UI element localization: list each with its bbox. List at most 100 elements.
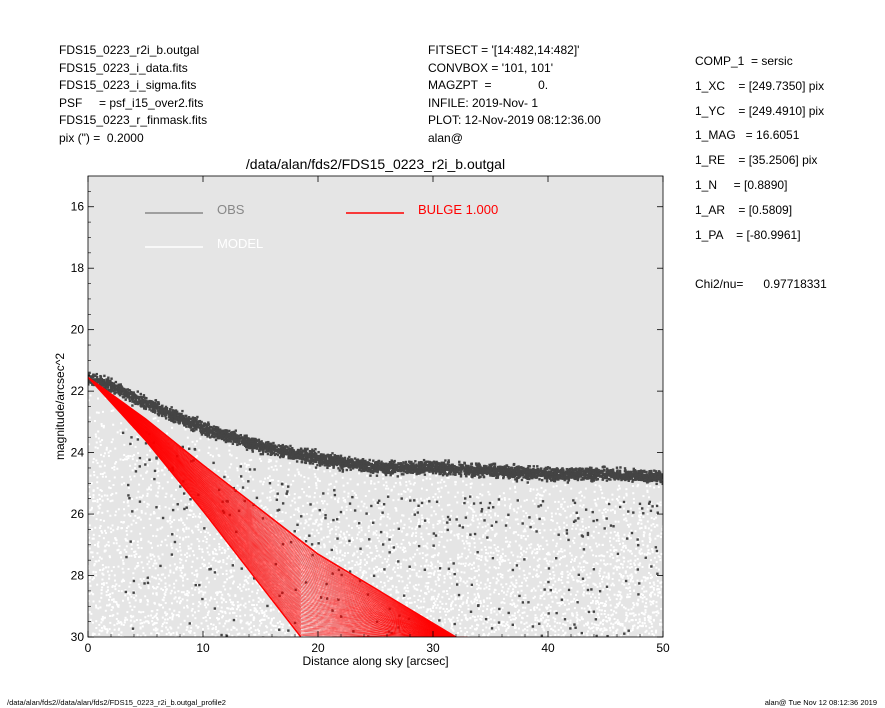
model-point xyxy=(153,562,156,565)
model-point xyxy=(158,485,161,488)
model-point xyxy=(248,595,251,598)
model-point xyxy=(487,635,490,637)
model-point xyxy=(470,482,473,485)
model-point xyxy=(102,410,105,413)
model-point xyxy=(208,446,211,449)
model-point xyxy=(642,543,645,546)
model-point xyxy=(536,552,539,555)
model-point xyxy=(198,601,201,604)
model-point xyxy=(202,616,205,619)
model-point xyxy=(594,484,597,487)
model-point xyxy=(382,639,384,641)
model-point xyxy=(593,490,596,493)
model-point xyxy=(610,609,613,612)
model-point xyxy=(154,627,157,630)
model-point xyxy=(348,594,351,597)
model-point xyxy=(142,460,145,463)
model-point xyxy=(146,494,149,497)
model-point xyxy=(376,641,378,643)
model-point xyxy=(492,624,495,627)
model-point xyxy=(367,556,370,559)
model-point xyxy=(552,539,555,542)
model-point xyxy=(618,644,620,646)
model-point xyxy=(129,464,132,467)
model-point xyxy=(127,513,130,516)
model-point xyxy=(485,626,488,629)
model-point xyxy=(180,566,183,569)
model-point xyxy=(272,479,275,482)
model-point xyxy=(496,558,499,561)
model-point xyxy=(394,548,397,551)
model-point xyxy=(405,559,408,562)
model-point xyxy=(100,489,103,492)
model-point xyxy=(290,589,293,592)
model-point xyxy=(512,588,515,591)
model-point xyxy=(585,561,588,564)
model-point xyxy=(499,558,502,561)
model-point xyxy=(481,615,484,618)
model-point xyxy=(430,565,433,568)
model-point xyxy=(185,556,188,559)
model-point xyxy=(449,572,452,575)
model-point xyxy=(280,623,283,626)
model-point xyxy=(618,593,621,596)
model-point xyxy=(650,502,653,505)
model-point xyxy=(486,597,489,600)
model-point xyxy=(292,643,294,645)
model-point xyxy=(641,565,644,568)
model-point xyxy=(175,567,178,570)
model-point xyxy=(526,535,529,538)
model-point xyxy=(250,631,253,634)
model-point xyxy=(422,606,425,609)
model-point xyxy=(222,598,225,601)
model-point xyxy=(320,528,323,531)
model-point xyxy=(100,495,103,498)
model-point xyxy=(163,621,166,624)
model-point xyxy=(558,640,560,642)
model-point xyxy=(461,491,464,494)
model-point xyxy=(573,607,576,610)
model-point xyxy=(233,638,235,640)
model-point xyxy=(455,644,457,646)
model-point xyxy=(153,602,156,605)
model-point xyxy=(126,501,129,504)
model-point xyxy=(231,607,234,610)
model-point xyxy=(632,601,635,604)
model-point xyxy=(98,633,101,636)
model-point xyxy=(435,583,438,586)
model-point xyxy=(442,607,445,610)
model-point xyxy=(405,484,408,487)
model-point xyxy=(609,617,612,620)
model-point xyxy=(636,558,639,561)
model-point xyxy=(120,483,123,486)
model-point xyxy=(620,595,623,598)
model-point xyxy=(601,630,604,633)
model-point xyxy=(294,639,296,641)
model-point xyxy=(476,518,479,521)
model-point xyxy=(149,484,152,487)
model-point xyxy=(473,616,476,619)
model-point xyxy=(299,626,302,629)
model-point xyxy=(508,526,511,529)
header-mid-line: FITSECT = '[14:482,14:482]' xyxy=(428,43,580,57)
model-point xyxy=(469,551,472,554)
model-point xyxy=(235,554,238,557)
model-point xyxy=(346,643,348,645)
model-point xyxy=(501,576,504,579)
model-point xyxy=(399,483,402,486)
model-point xyxy=(164,591,167,594)
model-point xyxy=(495,582,498,585)
model-point xyxy=(612,634,615,637)
model-point xyxy=(615,539,618,542)
model-point xyxy=(631,619,634,622)
model-point xyxy=(329,521,332,524)
model-point xyxy=(170,494,173,497)
model-point xyxy=(471,615,474,618)
model-point xyxy=(602,514,605,517)
model-point xyxy=(248,628,251,631)
model-point xyxy=(642,613,645,616)
model-point xyxy=(351,560,354,563)
model-point xyxy=(147,622,150,625)
model-point xyxy=(130,478,133,481)
model-point xyxy=(646,520,649,523)
